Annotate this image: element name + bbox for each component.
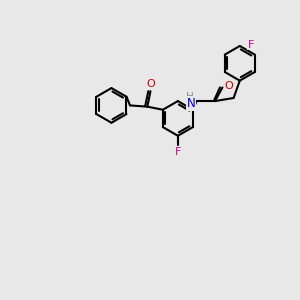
- Text: F: F: [175, 148, 181, 158]
- Text: H: H: [186, 92, 194, 102]
- Text: N: N: [187, 97, 195, 110]
- Text: O: O: [224, 81, 233, 91]
- Text: F: F: [248, 40, 254, 50]
- Text: O: O: [146, 79, 155, 89]
